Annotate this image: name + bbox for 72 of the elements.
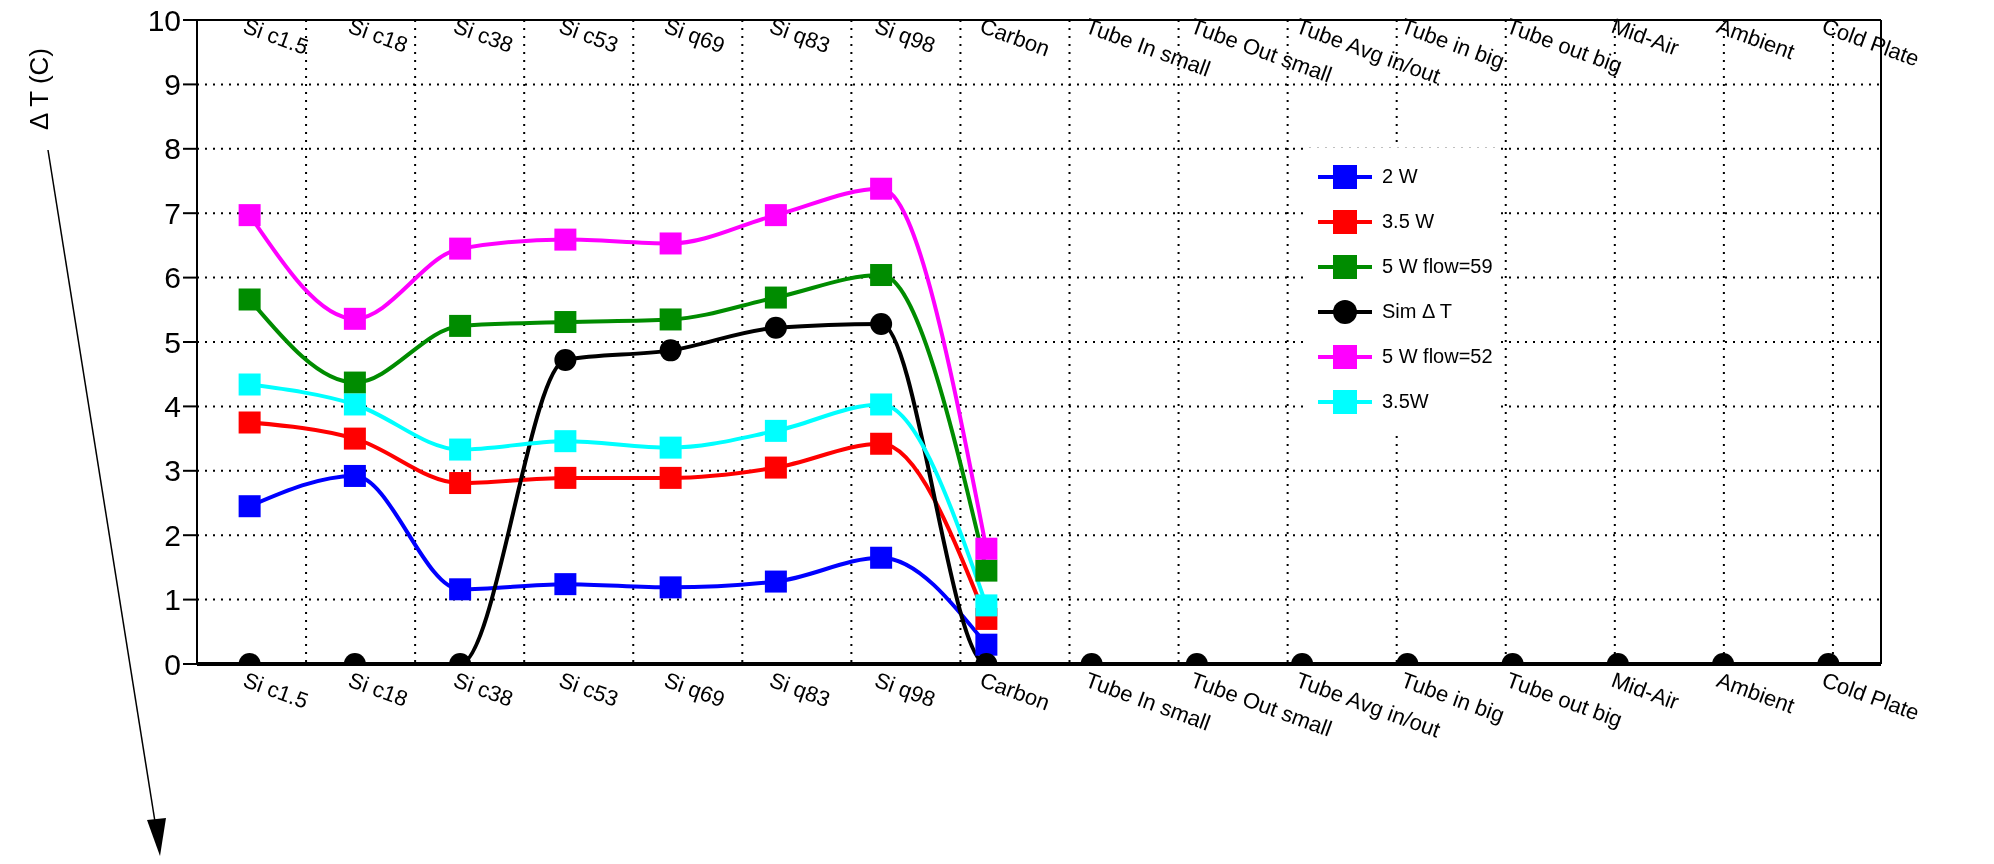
point [343, 427, 366, 450]
y-tick-label: 2 [164, 518, 181, 552]
point [764, 204, 787, 227]
y-tick-label: 3 [164, 454, 181, 488]
point [870, 264, 893, 287]
y-tick-label: 7 [164, 196, 181, 230]
point [554, 349, 577, 372]
legend-label: 2 W [1382, 165, 1418, 188]
point [238, 204, 261, 227]
point [238, 288, 261, 311]
x-tick-label: Cold Plate [1818, 13, 1923, 72]
y-tick-label: 0 [164, 647, 181, 681]
legend-label: 5 W flow=59 [1382, 255, 1493, 278]
point [449, 237, 472, 260]
legend-label: Sim Δ T [1382, 300, 1453, 323]
point [554, 228, 577, 251]
point [764, 419, 787, 442]
point [870, 393, 893, 416]
x-tick-label: Carbon [976, 13, 1054, 62]
point [975, 594, 998, 617]
category-label: Cold Plate [1818, 667, 1923, 726]
point [343, 371, 366, 394]
point [449, 314, 472, 337]
point [554, 466, 577, 489]
point [238, 495, 261, 518]
point [870, 312, 893, 335]
category-label: Si q98 [871, 667, 939, 713]
category-label: Carbon [976, 667, 1054, 716]
point [659, 466, 682, 489]
point [343, 307, 366, 330]
category-label: Si c53 [555, 667, 622, 712]
y-tick-label: 1 [164, 583, 181, 617]
point [343, 393, 366, 416]
y-tick-label: 10 [147, 3, 181, 37]
point [659, 308, 682, 331]
legend-label: 3.5 W [1382, 210, 1435, 233]
point [764, 570, 787, 593]
category-label: Si q69 [660, 667, 729, 713]
point [238, 411, 261, 434]
category-label: Si c18 [345, 667, 412, 712]
point [554, 430, 577, 453]
point [764, 286, 787, 309]
point [764, 456, 787, 479]
point [870, 432, 893, 455]
point [975, 537, 998, 560]
point [659, 232, 682, 255]
category-label: Si c1.5 [239, 667, 312, 714]
point [554, 573, 577, 596]
point [764, 316, 787, 339]
point [870, 177, 893, 200]
point [870, 546, 893, 569]
point [659, 339, 682, 362]
point [659, 436, 682, 459]
point [449, 578, 472, 601]
point [975, 633, 998, 656]
y-tick-label: 5 [164, 325, 181, 359]
y-tick-label: 9 [164, 68, 181, 102]
point [449, 472, 472, 495]
point [343, 464, 366, 487]
point [238, 373, 261, 396]
point [659, 576, 682, 599]
y-tick-label: 8 [164, 132, 181, 166]
y-tick-label: 6 [164, 261, 181, 295]
point [554, 311, 577, 334]
legend-label: 3.5W [1382, 390, 1429, 413]
point [975, 559, 998, 582]
legend-label: 5 W flow=52 [1382, 345, 1493, 368]
y-axis-title: Δ T (C) [24, 48, 55, 130]
category-label: Si c38 [450, 667, 517, 712]
point [449, 438, 472, 461]
y-tick-label: 4 [164, 390, 181, 424]
category-label: Si q83 [766, 667, 834, 713]
